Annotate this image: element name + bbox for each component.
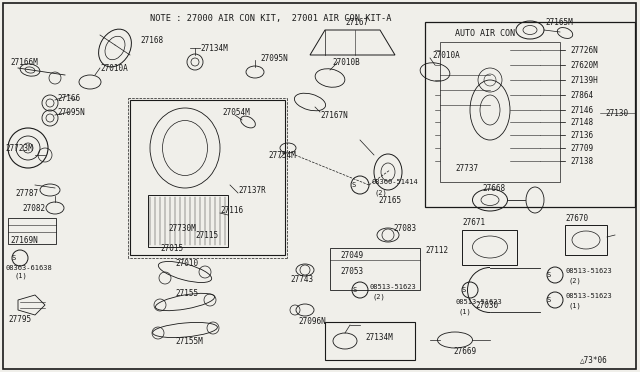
Text: 27049: 27049 xyxy=(340,250,363,260)
Text: 27723M: 27723M xyxy=(5,144,33,153)
Text: 27137R: 27137R xyxy=(238,186,266,195)
Text: 27795: 27795 xyxy=(8,315,31,324)
Text: 27134M: 27134M xyxy=(365,334,393,343)
Text: 27130: 27130 xyxy=(605,109,628,118)
Bar xyxy=(8,218,56,244)
Text: 27165: 27165 xyxy=(378,196,401,205)
Text: 27146: 27146 xyxy=(570,106,593,115)
Text: (2): (2) xyxy=(375,190,388,196)
Text: 27116: 27116 xyxy=(220,205,243,215)
Text: NOTE : 27000 AIR CON KIT,  27001 AIR CON KIT-A: NOTE : 27000 AIR CON KIT, 27001 AIR CON … xyxy=(150,13,392,22)
Bar xyxy=(565,225,607,255)
Text: 27671: 27671 xyxy=(462,218,485,227)
Text: 08513-51623: 08513-51623 xyxy=(565,268,612,274)
Text: 27112: 27112 xyxy=(425,246,448,254)
Text: 27010A: 27010A xyxy=(432,51,460,60)
Text: 27155: 27155 xyxy=(175,289,198,298)
Text: 08513-51623: 08513-51623 xyxy=(370,284,417,290)
Text: 08513-51623: 08513-51623 xyxy=(565,293,612,299)
Text: 27709: 27709 xyxy=(570,144,593,153)
Text: 27082: 27082 xyxy=(22,203,45,212)
Text: (1): (1) xyxy=(14,273,27,279)
Text: 27030: 27030 xyxy=(475,301,498,310)
Text: 27743: 27743 xyxy=(290,276,313,285)
Text: 27053: 27053 xyxy=(340,267,363,276)
Text: S: S xyxy=(12,255,16,261)
Text: 27083: 27083 xyxy=(393,224,416,232)
Text: 27670: 27670 xyxy=(565,214,588,222)
Text: 27139H: 27139H xyxy=(570,76,598,84)
Text: 27787: 27787 xyxy=(15,189,38,198)
Bar xyxy=(130,100,285,255)
Text: S: S xyxy=(462,287,466,293)
Bar xyxy=(325,322,415,360)
Text: 27015: 27015 xyxy=(160,244,183,253)
Text: 27095N: 27095N xyxy=(260,54,288,62)
Text: 08363-61638: 08363-61638 xyxy=(6,265,52,271)
Text: △73*06: △73*06 xyxy=(580,356,608,365)
Bar xyxy=(462,230,517,265)
Text: S: S xyxy=(352,182,356,188)
Bar xyxy=(425,22,635,207)
Text: 27167N: 27167N xyxy=(320,110,348,119)
Text: (1): (1) xyxy=(568,303,580,309)
Text: 27136: 27136 xyxy=(570,131,593,140)
Text: 27155M: 27155M xyxy=(175,337,203,346)
Bar xyxy=(330,248,420,290)
Text: 27148: 27148 xyxy=(570,118,593,126)
Text: 27054M: 27054M xyxy=(222,108,250,116)
Text: 27730M: 27730M xyxy=(168,224,196,232)
Text: 08360-51414: 08360-51414 xyxy=(372,179,419,185)
Text: (2): (2) xyxy=(373,294,386,300)
Text: (2): (2) xyxy=(568,278,580,284)
Text: 27010B: 27010B xyxy=(332,58,360,67)
Text: 27668: 27668 xyxy=(482,183,505,192)
Text: (1): (1) xyxy=(458,309,471,315)
Text: 08513-51623: 08513-51623 xyxy=(455,299,502,305)
Text: 27166M: 27166M xyxy=(10,58,38,67)
Text: 27010A: 27010A xyxy=(100,64,128,73)
Text: 27165M: 27165M xyxy=(545,17,573,26)
Text: 27737: 27737 xyxy=(455,164,478,173)
Text: 27096N: 27096N xyxy=(298,317,326,327)
Text: 27669: 27669 xyxy=(453,347,476,356)
Text: 27010: 27010 xyxy=(175,259,198,267)
Text: 27167: 27167 xyxy=(345,17,368,26)
Text: 27168: 27168 xyxy=(140,35,163,45)
Text: 27095N: 27095N xyxy=(57,108,84,116)
Text: AUTO AIR CON: AUTO AIR CON xyxy=(455,29,515,38)
Text: S: S xyxy=(353,287,357,293)
Text: 27726N: 27726N xyxy=(570,45,598,55)
Text: 27754M: 27754M xyxy=(268,151,296,160)
Text: 27134M: 27134M xyxy=(200,44,228,52)
Bar xyxy=(440,42,560,182)
Text: 27138: 27138 xyxy=(570,157,593,166)
Text: 27864: 27864 xyxy=(570,90,593,99)
Text: 27620M: 27620M xyxy=(570,61,598,70)
Text: S: S xyxy=(547,272,551,278)
Bar xyxy=(148,195,228,247)
Text: 27169N: 27169N xyxy=(10,235,38,244)
Text: 27166: 27166 xyxy=(57,93,80,103)
Text: S: S xyxy=(547,297,551,303)
Text: 27115: 27115 xyxy=(195,231,218,240)
